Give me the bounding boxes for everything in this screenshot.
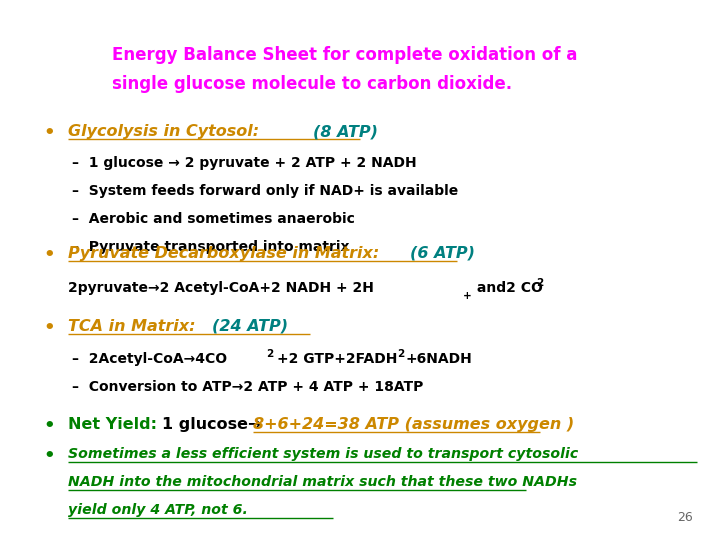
Text: •: • <box>43 447 55 465</box>
Text: 26: 26 <box>677 511 693 524</box>
Text: –  System feeds forward only if NAD+ is available: – System feeds forward only if NAD+ is a… <box>72 184 458 198</box>
Text: •: • <box>43 246 55 264</box>
Text: •: • <box>43 319 55 336</box>
Text: NADH into the mitochondrial matrix such that these two NADHs: NADH into the mitochondrial matrix such … <box>68 475 577 489</box>
Text: Energy Balance Sheet for complete oxidation of a: Energy Balance Sheet for complete oxidat… <box>112 46 577 64</box>
Text: and2 CO: and2 CO <box>472 281 543 295</box>
Text: Net Yield:: Net Yield: <box>68 417 163 432</box>
Text: •: • <box>43 417 55 435</box>
Text: –  Conversion to ATP→2 ATP + 4 ATP + 18ATP: – Conversion to ATP→2 ATP + 4 ATP + 18AT… <box>72 380 423 394</box>
Text: +6NADH: +6NADH <box>405 352 472 366</box>
Text: +2 GTP+2FADH: +2 GTP+2FADH <box>277 352 397 366</box>
Text: (24 ATP): (24 ATP) <box>212 319 289 334</box>
Text: 2pyruvate→2 Acetyl-CoA+2 NADH + 2H: 2pyruvate→2 Acetyl-CoA+2 NADH + 2H <box>68 281 374 295</box>
Text: (8 ATP): (8 ATP) <box>313 124 378 139</box>
Text: –  1 glucose → 2 pyruvate + 2 ATP + 2 NADH: – 1 glucose → 2 pyruvate + 2 ATP + 2 NAD… <box>72 156 417 170</box>
Text: (6 ATP): (6 ATP) <box>410 246 475 261</box>
Text: –  2Acetyl-CoA→4CO: – 2Acetyl-CoA→4CO <box>72 352 227 366</box>
Text: •: • <box>43 124 55 142</box>
Text: –  Aerobic and sometimes anaerobic: – Aerobic and sometimes anaerobic <box>72 212 355 226</box>
Text: 2: 2 <box>266 349 274 360</box>
Text: –  Pyruvate transported into matrix: – Pyruvate transported into matrix <box>72 240 349 254</box>
Text: 2: 2 <box>397 349 404 360</box>
Text: 1 glucose→: 1 glucose→ <box>162 417 261 432</box>
Text: Pyruvate Decarboxylase in Matrix:: Pyruvate Decarboxylase in Matrix: <box>68 246 385 261</box>
Text: single glucose molecule to carbon dioxide.: single glucose molecule to carbon dioxid… <box>112 75 512 92</box>
Text: yield only 4 ATP, not 6.: yield only 4 ATP, not 6. <box>68 503 248 517</box>
Text: Glycolysis in Cytosol:: Glycolysis in Cytosol: <box>68 124 265 139</box>
Text: 8+6+24=38 ATP (assumes oxygen ): 8+6+24=38 ATP (assumes oxygen ) <box>253 417 575 432</box>
Text: Sometimes a less efficient system is used to transport cytosolic: Sometimes a less efficient system is use… <box>68 447 579 461</box>
Text: 2: 2 <box>536 278 544 288</box>
Text: +: + <box>463 291 472 301</box>
Text: TCA in Matrix:: TCA in Matrix: <box>68 319 202 334</box>
